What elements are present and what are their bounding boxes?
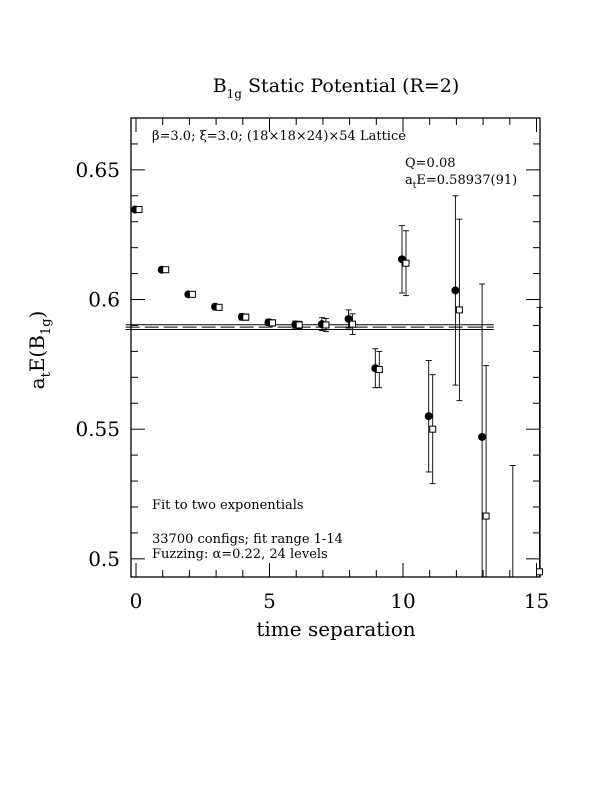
data-point-square: [242, 313, 250, 321]
y-label-sub1: t: [39, 371, 54, 377]
y-tick-label: 0.55: [75, 417, 120, 441]
y-axis-label: atE(B1g): [25, 311, 54, 390]
y-label-mid: E(B: [25, 335, 49, 372]
plot-frame: [130, 117, 541, 578]
data-point-square: [162, 266, 170, 274]
annotation-configs: 33700 configs; fit range 1-14: [152, 532, 343, 547]
data-point-circle: [451, 286, 460, 295]
data-point-square: [215, 303, 223, 311]
annotation-lattice: β=3.0; ξ=3.0; (18×18×24)×54 Lattice: [152, 129, 406, 144]
y-label-main: a: [25, 377, 49, 389]
x-axis-label: time separation: [256, 617, 415, 641]
title-subscript: 1g: [227, 87, 243, 101]
data-point-square: [135, 206, 143, 214]
y-tick-label: 0.6: [88, 288, 120, 312]
data-point-square: [322, 321, 330, 329]
x-tick-label: 15: [524, 589, 549, 613]
energy-rest: E=0.58937(91): [416, 173, 517, 188]
x-tick-label: 0: [130, 589, 143, 613]
x-tick-label: 10: [390, 589, 415, 613]
annotation-energy: atE=0.58937(91): [405, 173, 517, 191]
x-tick-labels: 0 5 10 15: [130, 589, 550, 613]
axis-ticks: [131, 117, 540, 577]
x-tick-label: 5: [263, 589, 276, 613]
annotation-q-value: Q=0.08: [405, 156, 456, 171]
y-tick-labels: 0.5 0.55 0.6 0.65: [75, 158, 120, 571]
energy-sub: t: [413, 181, 417, 191]
title-main: B: [213, 75, 227, 97]
data-point-square: [429, 425, 437, 433]
data-point-square: [536, 568, 543, 576]
data-point-square: [188, 290, 196, 298]
title-rest: Static Potential (R=2): [242, 75, 459, 97]
annotation-fuzzing: Fuzzing: α=0.22, 24 levels: [152, 547, 328, 562]
data-point-square: [269, 319, 276, 327]
y-tick-label: 0.5: [88, 547, 120, 571]
data-point-circle: [424, 412, 433, 421]
energy-main: a: [405, 173, 413, 188]
data-point-square: [455, 306, 463, 314]
data-point-square: [375, 366, 383, 374]
y-tick-label: 0.65: [75, 158, 120, 182]
fit-band: [125, 324, 494, 330]
y-label-end: ): [25, 311, 49, 319]
data-marks: [131, 195, 543, 577]
data-point-square: [295, 321, 303, 329]
data-point-circle: [478, 432, 487, 441]
annotation-fit-type: Fit to two exponentials: [152, 498, 304, 513]
chart-title: B1g Static Potential (R=2): [213, 75, 460, 101]
y-label-sub2: 1g: [39, 318, 54, 335]
data-point-square: [482, 512, 490, 520]
data-point-square: [402, 259, 410, 267]
data-point-square: [349, 320, 357, 328]
